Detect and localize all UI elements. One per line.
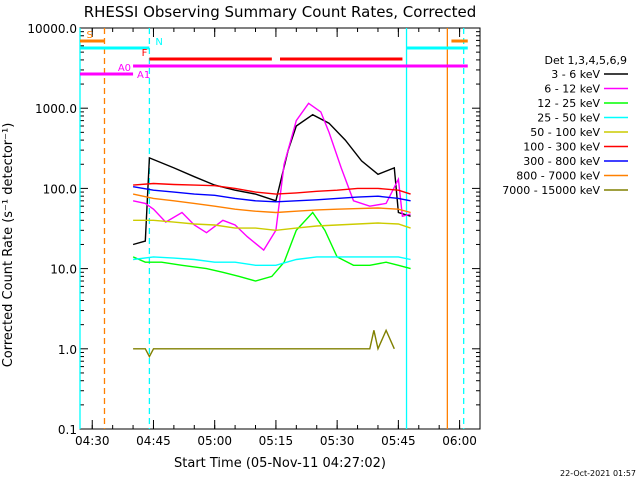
series-line [132, 193, 411, 214]
x-tick-label: 06:00 [442, 434, 477, 448]
y-tick-label: 1.0 [58, 343, 77, 357]
x-tick-label: 05:45 [381, 434, 416, 448]
legend-entry-label: 12 - 25 keV [537, 97, 600, 110]
y-tick-label: 10.0 [50, 263, 77, 277]
series-line [133, 182, 411, 195]
y-axis-label: Corrected Count Rate (s⁻¹ detector⁻¹) [1, 123, 16, 368]
series-line [132, 102, 411, 252]
x-tick-label: 05:15 [259, 434, 294, 448]
series-line [132, 211, 411, 282]
series-line [132, 186, 411, 203]
legend-entry-label: 800 - 7000 keV [516, 170, 600, 183]
flag-label: A1 [137, 70, 150, 81]
flag-label: F [142, 48, 148, 59]
footer-date: 22-Oct-2021 01:57 [560, 469, 636, 478]
legend-title: Det 1,3,4,5,6,9 [544, 54, 627, 67]
legend-entry-label: 300 - 800 keV [523, 155, 600, 168]
y-tick-label: 1000.0 [35, 102, 77, 116]
y-tick-label: 100.0 [43, 182, 77, 196]
x-tick-label: 04:30 [75, 434, 110, 448]
legend-entry-label: 25 - 50 keV [537, 112, 600, 125]
series-line [133, 219, 411, 232]
flag-label: S [86, 30, 92, 41]
flag-label: N [155, 37, 162, 48]
y-tick-label: 10000.0 [27, 22, 77, 36]
series-line [133, 328, 395, 359]
y-tick-label: 0.1 [58, 423, 77, 437]
flag-label: A0 [118, 63, 131, 74]
plot-area: 0.1 1.0 10.0 100.0 1000.0 10000.0 04:30 04:45 05… [27, 22, 481, 448]
x-tick-label: 05:00 [197, 434, 232, 448]
x-tick-label: 04:45 [136, 434, 171, 448]
chart-title: RHESSI Observing Summary Count Rates, Co… [84, 3, 477, 21]
x-axis-label: Start Time (05-Nov-11 04:27:02) [174, 456, 386, 471]
legend-entry-label: 6 - 12 keV [544, 83, 600, 96]
legend-entry-label: 7000 - 15000 keV [502, 184, 600, 197]
legend-entry-label: 100 - 300 keV [523, 141, 600, 154]
legend-entry-label: 3 - 6 keV [551, 68, 600, 81]
series-line [133, 256, 411, 266]
x-tick-label: 05:30 [320, 434, 355, 448]
legend-entry-label: 50 - 100 keV [530, 126, 600, 139]
